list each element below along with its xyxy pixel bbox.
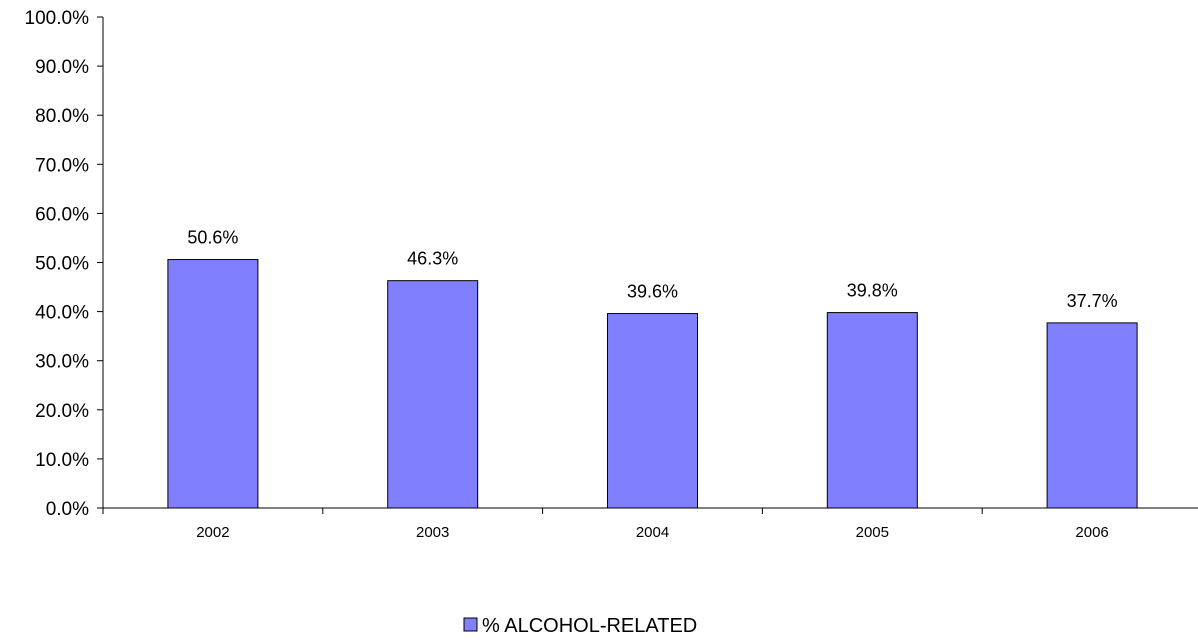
x-tick-label: 2006 (1075, 524, 1108, 541)
bar (167, 259, 259, 509)
y-tick-label: 70.0% (35, 155, 89, 176)
x-tick-label: 2003 (416, 524, 449, 541)
data-label: 37.7% (1067, 291, 1118, 311)
y-axis: 0.0% 10.0% 20.0% 30.0% 40.0% 50.0% 60.0% 70.0% 8… (25, 8, 104, 520)
y-tick-label: 40.0% (35, 303, 89, 324)
y-tick-label: 90.0% (35, 57, 89, 78)
x-tick-label: 2005 (856, 524, 889, 541)
legend: % ALCOHOL-RELATED (463, 615, 697, 637)
y-tick-label: 50.0% (35, 254, 89, 275)
bar (1046, 322, 1138, 509)
y-tick-label: 60.0% (35, 204, 89, 225)
bar (607, 313, 698, 509)
data-label: 39.6% (627, 282, 678, 302)
data-label: 39.8% (847, 281, 898, 301)
y-tick-label: 30.0% (35, 352, 89, 373)
data-labels: 50.6% 46.3% 39.6% 39.8% 37.7% (187, 228, 1117, 311)
bar (387, 280, 479, 509)
y-tick-label: 80.0% (35, 106, 89, 127)
data-label: 46.3% (407, 249, 458, 269)
y-tick-label: 100.0% (25, 8, 90, 29)
x-axis: 2002 2003 2004 2005 2006 (102, 507, 1198, 541)
x-tick-label: 2002 (196, 524, 229, 541)
legend-swatch (463, 617, 478, 632)
bar (826, 312, 918, 509)
legend-label: % ALCOHOL-RELATED (482, 615, 697, 637)
x-tick-label: 2004 (636, 524, 669, 541)
y-tick-label: 20.0% (35, 401, 89, 422)
bars (167, 259, 1138, 509)
y-tick-label: 10.0% (35, 450, 89, 471)
y-tick-label: 0.0% (46, 499, 89, 520)
data-label: 50.6% (187, 228, 238, 248)
